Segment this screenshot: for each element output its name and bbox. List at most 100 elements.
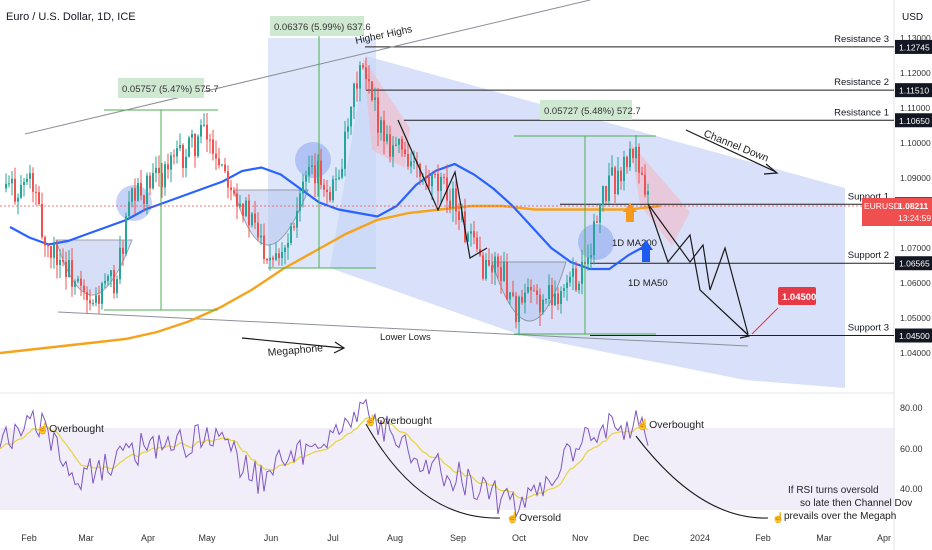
level-name: Support 2 [848,250,889,261]
price-axis: 1.040001.050001.060001.070001.080001.090… [900,33,931,358]
candle-body [515,295,517,323]
candle-body [647,191,649,195]
overbought-text-2: Overbought [377,415,432,427]
candle-body [590,255,592,258]
candle-body [176,148,178,157]
candle-body [215,153,217,159]
candle-body [320,160,322,185]
candle-body [179,145,181,149]
rsi-line [0,398,649,519]
candle-body [242,203,244,217]
candle-body [434,173,436,175]
candle-body [644,174,646,195]
candle-body [155,167,157,173]
candle-body [101,283,103,304]
level-name: Support 3 [848,323,889,334]
candle-body [335,178,337,180]
candle-body [341,168,343,178]
candle-body [182,145,184,168]
overbought-text-3: Overbought [649,419,704,431]
blue-circle-3 [578,224,614,260]
candle-body [281,252,283,259]
candle-body [383,120,385,142]
candle-body [386,134,388,142]
price-tick: 1.11000 [900,103,930,113]
rsi-note-2: so late then Channel Dov [800,498,912,509]
candle-body [194,133,196,157]
candle-body [131,188,133,202]
candle-body [260,235,262,238]
level-value: 1.06565 [899,259,930,269]
oversold-icon: ☝ [506,511,519,524]
candle-body [392,145,394,157]
candle-body [122,247,124,254]
candle-body [197,136,199,157]
candle-body [581,261,583,284]
rsi-labels: ☝Overbought ☝Overbought ☝Overbought ☝Ove… [36,414,912,524]
rsi-curve-2 [635,435,769,519]
candle-body [470,231,472,234]
current-price-badge [862,198,932,226]
channel-down-arrowhead [763,163,779,175]
level-value-box [895,328,932,343]
month-label: Aug [387,533,403,543]
candle-body [368,79,370,82]
candle-body [65,261,67,278]
rsi-projection-curve-1 [397,119,488,259]
oversold-label: ☝Oversold [506,511,561,524]
level-value: 1.12745 [899,42,930,52]
candle-body [245,200,247,217]
candle-body [524,292,526,303]
measure1-box [118,78,204,98]
candle-body [413,161,415,163]
rsi-tick-80: 80.00 [900,403,923,413]
candle-body [278,253,280,259]
candle-body [68,260,70,278]
candles [5,57,649,336]
level-value: 1.10650 [899,116,930,126]
rsi-tick-60: 60.00 [900,444,923,454]
candle-body [317,160,319,184]
candle-body [377,97,379,133]
overbought-icon-1: ☝ [36,422,49,435]
month-label: 2024 [690,533,710,543]
candle-body [539,294,541,313]
candle-body [380,120,382,133]
candle-body [428,177,430,187]
candle-body [230,187,232,191]
month-label: Feb [21,533,37,543]
candle-body [26,178,28,182]
current-price: 1.08211 [898,201,929,211]
candle-body [557,293,559,304]
candle-body [71,260,73,287]
candle-body [203,124,205,126]
overbought-text-1: Overbought [49,423,104,435]
candle-body [107,276,109,282]
candle-body [236,193,238,207]
candle-body [569,276,571,283]
level-value-box [895,83,932,98]
candle-body [596,221,598,223]
candle-body [86,291,88,301]
rsi-note-3: prevails over the Megaph [784,511,896,522]
megaphone-arrowhead [333,341,346,354]
candle-body [551,284,553,306]
candle-body [629,148,631,168]
candle-body [137,182,139,201]
candle-body [8,183,10,185]
candle-body [95,295,97,303]
candle-body [431,173,433,187]
month-label: Mar [78,533,94,543]
candle-body [536,290,538,295]
candle-body [293,226,295,228]
level-name: Resistance 1 [834,107,889,118]
candle-body [563,288,565,291]
candle-body [575,268,577,291]
candle-body [527,286,529,293]
measure3-box [540,100,632,120]
rsi-ma-line [0,417,649,500]
candle-body [83,285,85,292]
candle-body [59,260,61,265]
candle-body [221,164,223,166]
candle-body [443,176,445,178]
